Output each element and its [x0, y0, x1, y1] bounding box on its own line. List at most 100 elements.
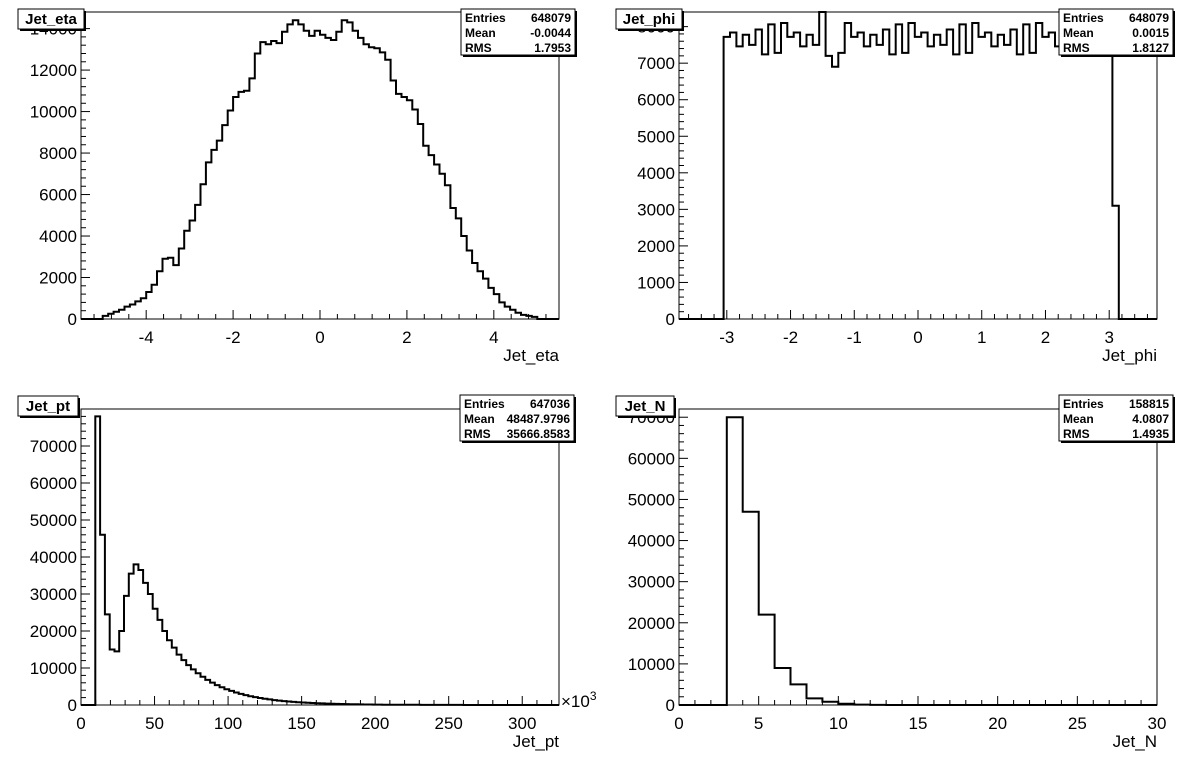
y-tick-label: 6000	[637, 91, 675, 110]
x-tick-label: 0	[913, 328, 922, 347]
y-tick-label: 40000	[30, 548, 77, 567]
x-tick-label: 100	[214, 714, 242, 733]
x-tick-label: 150	[287, 714, 315, 733]
stats-value: 1.7953	[534, 41, 571, 55]
stats-box	[1058, 394, 1174, 442]
stats-value: -0.0044	[530, 26, 571, 40]
x-tick-label: -2	[226, 328, 241, 347]
x-tick-label: 2	[402, 328, 411, 347]
y-tick-label: 4000	[637, 164, 675, 183]
stats-value: 648079	[531, 11, 571, 25]
panel-jet-pt: 0 50 100 150 200 250 300 0 10000 20000 30000 40000 5…	[17, 394, 597, 751]
y-tick-label: 60000	[628, 449, 675, 468]
stats-label: Mean	[465, 26, 496, 40]
histogram-title: Jet_phi	[623, 11, 676, 28]
y-tick-label: 50000	[30, 511, 77, 530]
y-tick-label: 20000	[628, 614, 675, 633]
histogram-line	[81, 415, 559, 706]
x-axis-title: Jet_N	[1113, 732, 1157, 751]
y-tick-label: 2000	[637, 237, 675, 256]
x-tick-label: 25	[1068, 714, 1087, 733]
y-tick-label: 10000	[30, 103, 77, 122]
x-tick-label: 50	[145, 714, 164, 733]
y-tick-label: 0	[666, 696, 675, 715]
histogram-title: Jet_eta	[25, 11, 77, 28]
title-box	[615, 395, 675, 417]
y-tick-label: 50000	[628, 490, 675, 509]
stats-value: 0.0015	[1132, 26, 1169, 40]
y-tick-label: 20000	[30, 622, 77, 641]
y-tick-label: 30000	[628, 573, 675, 592]
stats-label: RMS	[465, 41, 492, 55]
stats-box	[459, 394, 575, 442]
x-axis-multiplier: ×103	[561, 689, 597, 711]
stats-value: 4.0807	[1132, 412, 1169, 426]
stats-label: RMS	[464, 427, 491, 441]
stats-value: 647036	[530, 397, 570, 411]
x-tick-label: 4	[489, 328, 498, 347]
y-tick-label: 0	[666, 310, 675, 329]
x-tick-label: 300	[508, 714, 536, 733]
y-tick-label: 40000	[628, 532, 675, 551]
stats-box	[460, 8, 576, 56]
y-tick-label: 1000	[637, 273, 675, 292]
stats-label: Entries	[465, 11, 506, 25]
y-tick-label: 5000	[637, 127, 675, 146]
panel-jet-n: 0 5 10 15 20 25 30 0 10000 20000 30000 40000 50000 60…	[615, 394, 1175, 751]
y-tick-label: 12000	[30, 61, 77, 80]
histogram-line	[679, 11, 1157, 320]
y-tick-label: 70000	[30, 437, 77, 456]
plot-frame	[80, 11, 560, 320]
x-tick-label: 200	[361, 714, 389, 733]
x-tick-label: 0	[76, 714, 85, 733]
stats-label: RMS	[1063, 427, 1090, 441]
y-tick-label: 30000	[30, 585, 77, 604]
x-tick-label: 10	[829, 714, 848, 733]
x-axis-title: Jet_phi	[1102, 346, 1157, 365]
histogram-title: Jet_N	[625, 398, 666, 415]
stats-value: 648079	[1129, 11, 1169, 25]
stats-label: Mean	[1063, 26, 1094, 40]
stats-value: 35666.8583	[507, 427, 571, 441]
x-tick-label: 2	[1041, 328, 1050, 347]
y-tick-label: 4000	[39, 227, 77, 246]
x-tick-label: 5	[754, 714, 763, 733]
title-box	[615, 8, 683, 30]
x-tick-label: 3	[1104, 328, 1113, 347]
y-tick-label: 0	[68, 310, 77, 329]
y-tick-label: 60000	[30, 474, 77, 493]
x-tick-label: -3	[719, 328, 734, 347]
x-tick-label: -4	[139, 328, 154, 347]
panel-jet-eta: -4-202402000400060008000100001200014000J…	[17, 8, 577, 365]
stats-value: 48487.9796	[507, 412, 571, 426]
y-tick-label: 7000	[637, 54, 675, 73]
y-tick-label: 10000	[628, 655, 675, 674]
x-tick-label: 0	[674, 714, 683, 733]
plot-frame	[80, 408, 560, 706]
stats-label: Entries	[464, 397, 505, 411]
panel-jet-phi: -3-2-10123010002000300040005000600070008…	[615, 8, 1175, 365]
histogram-line	[679, 416, 1157, 706]
y-tick-label: 0	[68, 696, 77, 715]
title-box	[17, 395, 79, 417]
histogram-title: Jet_pt	[26, 398, 70, 415]
stats-value: 1.8127	[1132, 41, 1169, 55]
stats-value: 158815	[1129, 397, 1169, 411]
y-tick-label: 8000	[39, 144, 77, 163]
x-axis-title: Jet_eta	[503, 346, 559, 365]
y-tick-label: 2000	[39, 269, 77, 288]
plot-frame	[678, 408, 1158, 706]
stats-label: Entries	[1063, 11, 1104, 25]
histogram-line	[81, 19, 559, 320]
stats-box	[1058, 8, 1174, 56]
stats-value: 1.4935	[1132, 427, 1169, 441]
x-tick-label: 15	[909, 714, 928, 733]
x-axis-title: Jet_pt	[513, 732, 560, 751]
x-tick-label: 250	[435, 714, 463, 733]
x-tick-label: 0	[315, 328, 324, 347]
plot-frame	[678, 11, 1158, 320]
stats-label: Mean	[464, 412, 495, 426]
y-tick-label: 3000	[637, 200, 675, 219]
y-tick-label: 6000	[39, 186, 77, 205]
